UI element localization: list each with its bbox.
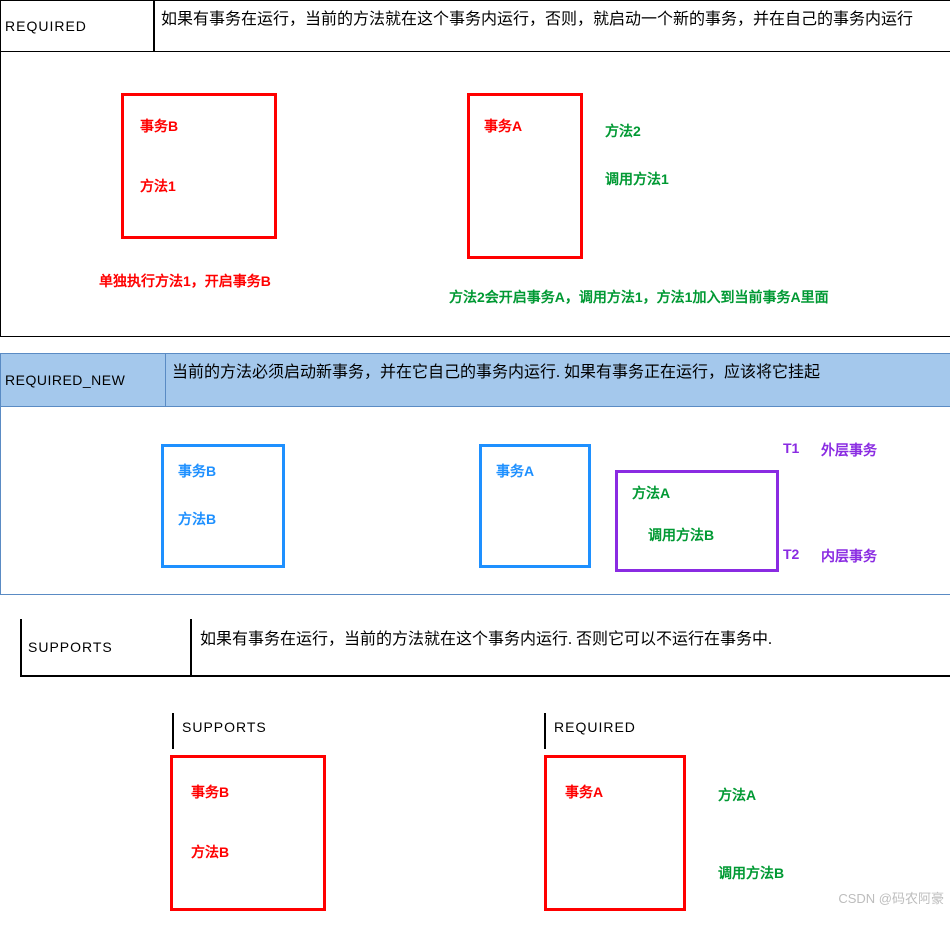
required-new-box-purple: 方法A 调用方法B	[615, 470, 779, 572]
t2-label: T2	[783, 546, 799, 562]
outer-tx-label: 外层事务	[821, 440, 877, 460]
t1-label: T1	[783, 440, 799, 456]
required-method2-label: 方法2	[605, 121, 641, 141]
supports-section: SUPPORTS 如果有事务在运行，当前的方法就在这个事务内运行. 否则它可以不…	[0, 619, 950, 929]
box-b-title: 事务B	[140, 116, 178, 136]
required-new-box-a: 事务A	[479, 444, 591, 568]
supports-call-b-label: 调用方法B	[718, 863, 784, 883]
required-header-row: REQUIRED 如果有事务在运行，当前的方法就在这个事务内运行，否则，就启动一…	[1, 1, 950, 52]
box-b-title: 事务B	[191, 782, 229, 802]
box-b-method: 方法1	[140, 176, 176, 196]
required-description: 如果有事务在运行，当前的方法就在这个事务内运行，否则，就启动一个新的事务，并在自…	[155, 1, 950, 51]
required-caption-left: 单独执行方法1，开启事务B	[99, 271, 271, 291]
required-caption-right: 方法2会开启事务A，调用方法1，方法1加入到当前事务A里面	[449, 286, 829, 308]
required-new-title: REQUIRED_NEW	[1, 354, 166, 406]
required-new-box-b: 事务B 方法B	[161, 444, 285, 568]
required-call-method1-label: 调用方法1	[605, 169, 669, 189]
required-section: REQUIRED 如果有事务在运行，当前的方法就在这个事务内运行，否则，就启动一…	[0, 0, 950, 337]
required-sub-label: REQUIRED	[544, 713, 644, 749]
supports-sub-label: SUPPORTS	[172, 713, 275, 749]
box-b-title: 事务B	[178, 461, 216, 481]
box-p-call-b: 调用方法B	[648, 525, 714, 545]
supports-box-b: 事务B 方法B	[170, 755, 326, 911]
watermark: CSDN @码农阿豪	[838, 888, 944, 907]
required-title: REQUIRED	[1, 1, 155, 51]
inner-tx-label: 内层事务	[821, 546, 877, 566]
required-new-section: REQUIRED_NEW 当前的方法必须启动新事务，并在它自己的事务内运行. 如…	[0, 353, 950, 595]
box-p-method-a: 方法A	[632, 483, 670, 503]
supports-description: 如果有事务在运行，当前的方法就在这个事务内运行. 否则它可以不运行在事务中.	[190, 619, 950, 675]
supports-header-row: SUPPORTS 如果有事务在运行，当前的方法就在这个事务内运行. 否则它可以不…	[20, 619, 950, 677]
box-a-title: 事务A	[484, 116, 522, 136]
box-a-title: 事务A	[565, 782, 603, 802]
supports-title: SUPPORTS	[20, 619, 190, 675]
box-b-method: 方法B	[191, 842, 229, 862]
supports-method-a-label: 方法A	[718, 785, 756, 805]
required-new-header-row: REQUIRED_NEW 当前的方法必须启动新事务，并在它自己的事务内运行. 如…	[1, 354, 950, 407]
supports-box-a: 事务A	[544, 755, 686, 911]
box-a-title: 事务A	[496, 461, 534, 481]
required-box-a: 事务A	[467, 93, 583, 259]
box-b-method: 方法B	[178, 509, 216, 529]
required-new-description: 当前的方法必须启动新事务，并在它自己的事务内运行. 如果有事务正在运行，应该将它…	[166, 354, 950, 406]
required-box-b: 事务B 方法1	[121, 93, 277, 239]
